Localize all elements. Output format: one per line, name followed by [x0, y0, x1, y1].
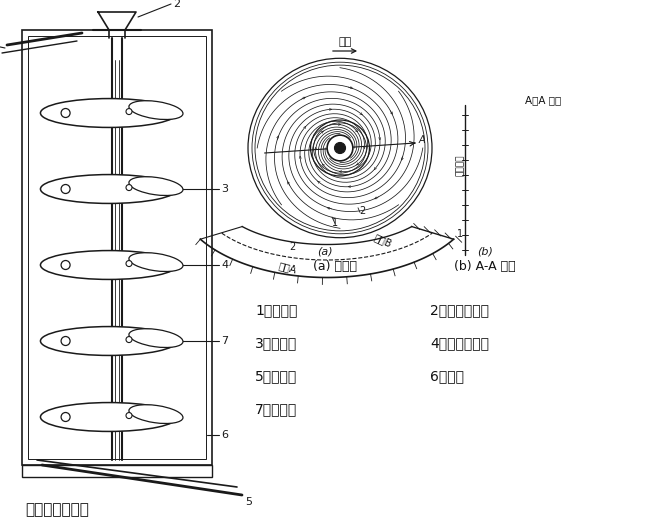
Text: 区域B: 区域B	[373, 232, 394, 249]
Circle shape	[126, 185, 132, 191]
Circle shape	[126, 109, 132, 115]
Ellipse shape	[129, 101, 183, 119]
Ellipse shape	[40, 326, 178, 355]
Text: 6、机架: 6、机架	[430, 369, 464, 383]
Text: 2: 2	[359, 206, 365, 216]
Circle shape	[61, 260, 70, 269]
Text: 3、螺旋槽: 3、螺旋槽	[255, 336, 297, 350]
Text: (b): (b)	[477, 246, 493, 256]
Ellipse shape	[129, 253, 183, 271]
Text: 2、冲洗水导槽: 2、冲洗水导槽	[430, 303, 489, 317]
Text: 1: 1	[332, 218, 338, 228]
Ellipse shape	[40, 251, 178, 279]
Text: 5、尾矿槽: 5、尾矿槽	[255, 369, 297, 383]
Text: 5: 5	[245, 497, 252, 507]
Circle shape	[61, 412, 70, 421]
Circle shape	[61, 336, 70, 345]
Text: A－A 断面: A－A 断面	[525, 95, 562, 105]
Text: 4: 4	[221, 260, 228, 270]
Ellipse shape	[40, 99, 178, 127]
Text: 7、精矿管: 7、精矿管	[255, 402, 297, 416]
Ellipse shape	[40, 175, 178, 203]
Text: (a): (a)	[317, 246, 333, 256]
Text: 6: 6	[221, 430, 228, 440]
Text: 7: 7	[221, 336, 228, 346]
Text: A: A	[418, 135, 425, 145]
Text: 3: 3	[221, 184, 228, 194]
Text: 槽的轴线: 槽的轴线	[455, 154, 465, 176]
Bar	[22, 30, 212, 465]
Text: (a) 俦视图: (a) 俦视图	[313, 259, 357, 272]
Text: (b) A-A 视图: (b) A-A 视图	[454, 259, 516, 272]
Text: 1: 1	[457, 229, 463, 239]
Circle shape	[334, 143, 345, 154]
Ellipse shape	[129, 405, 183, 423]
Circle shape	[126, 412, 132, 419]
Circle shape	[61, 184, 70, 193]
Bar	[28, 36, 206, 459]
Text: 1、给矿槽: 1、给矿槽	[255, 303, 298, 317]
Text: 2: 2	[173, 0, 180, 9]
Ellipse shape	[129, 329, 183, 347]
Circle shape	[61, 108, 70, 118]
Text: 4、连接法兰盘: 4、连接法兰盘	[430, 336, 489, 350]
Circle shape	[126, 260, 132, 267]
Text: 螺旋溜槽的外形: 螺旋溜槽的外形	[25, 503, 89, 517]
Ellipse shape	[40, 402, 178, 431]
Text: 液流: 液流	[338, 37, 351, 47]
Text: 区域A: 区域A	[278, 261, 298, 276]
Circle shape	[327, 135, 353, 161]
Bar	[22, 465, 212, 477]
Ellipse shape	[129, 177, 183, 195]
Text: 2: 2	[290, 241, 296, 251]
Circle shape	[126, 336, 132, 343]
